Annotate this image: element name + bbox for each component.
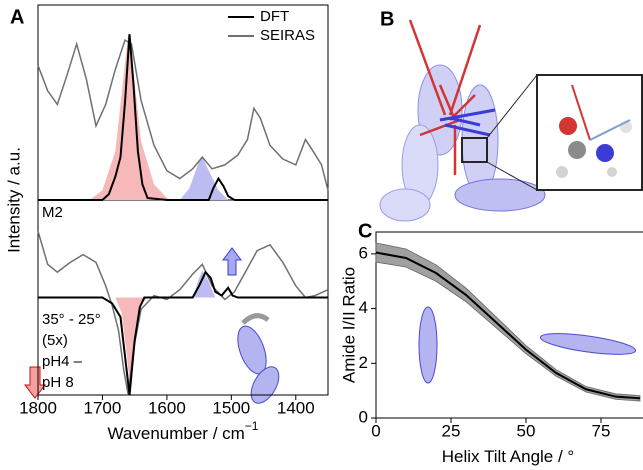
- x-tick-label: 1800: [19, 398, 57, 417]
- x-tick-label: 1700: [84, 398, 122, 417]
- line: [375, 251, 641, 400]
- panel-label: A: [10, 6, 24, 28]
- x-tick-label: 25: [442, 421, 461, 440]
- annotation: (5x): [42, 332, 68, 349]
- x-axis-label-sup: −1: [245, 419, 259, 433]
- x-tick-label: 75: [592, 421, 611, 440]
- y-axis-label: Amide I/II Ratio: [339, 267, 358, 383]
- x-axis-label: Helix Tilt Angle / °: [442, 447, 574, 466]
- x-tick-label: 1400: [277, 398, 315, 417]
- panel-frame: [375, 231, 643, 419]
- line: [38, 34, 328, 201]
- line: [37, 38, 329, 191]
- protein-structure: [379, 19, 643, 222]
- annotation: pH 8: [42, 374, 74, 391]
- legend-label: SEIRAS: [260, 27, 315, 44]
- y-axis-label: Intensity / a.u.: [4, 147, 23, 253]
- y-tick-label: 2: [359, 353, 368, 372]
- x-axis-label: Wavenumber / cm−1: [108, 419, 259, 443]
- legend-label: DFT: [260, 8, 289, 25]
- x-axis-label-text: Helix Tilt Angle / °: [442, 447, 574, 466]
- band: [375, 242, 641, 402]
- y-tick-label: 0: [359, 407, 368, 426]
- annotation: 35° - 25°: [42, 311, 101, 328]
- annotation: pH4 –: [42, 353, 83, 370]
- x-tick-label: 1500: [212, 398, 250, 417]
- y-tick-label: 6: [359, 243, 368, 262]
- area: [115, 297, 148, 395]
- x-tick-label: 50: [517, 421, 536, 440]
- panel-label: C: [358, 220, 372, 242]
- line: [37, 230, 329, 396]
- x-tick-label: 0: [371, 421, 380, 440]
- x-tick-label: 1600: [148, 398, 186, 417]
- area: [89, 34, 174, 200]
- line: [38, 270, 328, 396]
- panel-label: B: [380, 8, 394, 30]
- area: [179, 157, 229, 200]
- area: [192, 270, 216, 298]
- decoration: [23, 247, 637, 404]
- x-axis-label-text: Wavenumber / cm: [108, 424, 245, 443]
- y-tick-label: 4: [359, 298, 368, 317]
- panel-sublabel: M2: [42, 204, 63, 221]
